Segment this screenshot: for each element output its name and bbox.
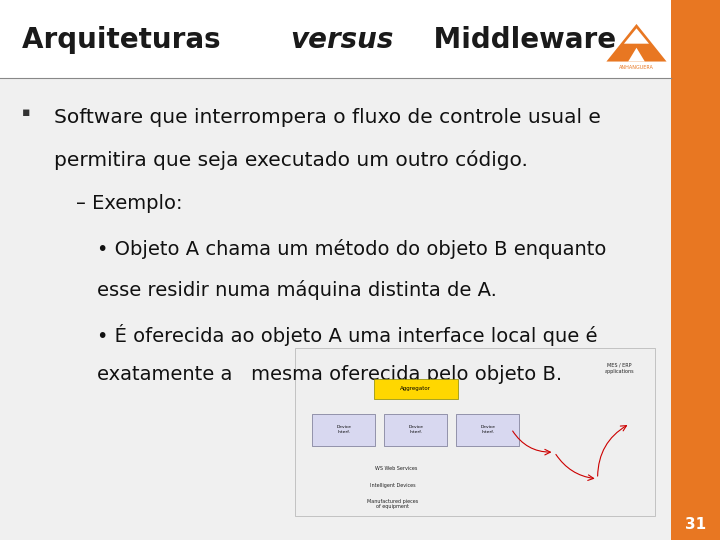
Text: – Exemplo:: – Exemplo: bbox=[76, 194, 182, 213]
Text: WS Web Services: WS Web Services bbox=[375, 467, 417, 471]
Text: ▪: ▪ bbox=[22, 106, 30, 119]
Text: exatamente a   mesma oferecida pelo objeto B.: exatamente a mesma oferecida pelo objeto… bbox=[97, 365, 562, 384]
Text: Device
Interf.: Device Interf. bbox=[336, 426, 351, 434]
Text: ANHANGUERA: ANHANGUERA bbox=[619, 65, 654, 70]
Text: Software que interrompera o fluxo de controle usual e: Software que interrompera o fluxo de con… bbox=[54, 108, 601, 127]
FancyBboxPatch shape bbox=[384, 414, 447, 446]
Text: Device
Interf.: Device Interf. bbox=[480, 426, 495, 434]
Text: Arquiteturas: Arquiteturas bbox=[22, 26, 230, 55]
Text: esse residir numa máquina distinta de A.: esse residir numa máquina distinta de A. bbox=[97, 280, 497, 300]
Polygon shape bbox=[628, 48, 645, 62]
FancyBboxPatch shape bbox=[374, 379, 458, 399]
Text: versus: versus bbox=[290, 26, 394, 55]
FancyBboxPatch shape bbox=[671, 0, 720, 540]
Polygon shape bbox=[606, 24, 667, 62]
FancyBboxPatch shape bbox=[312, 414, 375, 446]
Text: • Objeto A chama um método do objeto B enquanto: • Objeto A chama um método do objeto B e… bbox=[97, 239, 606, 259]
FancyBboxPatch shape bbox=[456, 414, 519, 446]
FancyBboxPatch shape bbox=[295, 348, 655, 516]
Text: Device
Interf.: Device Interf. bbox=[408, 426, 423, 434]
Text: Manufactured pieces
of equipment: Manufactured pieces of equipment bbox=[366, 498, 418, 509]
Text: MES / ERP
applications: MES / ERP applications bbox=[604, 363, 634, 374]
Text: 31: 31 bbox=[685, 517, 706, 532]
Text: Intelligent Devices: Intelligent Devices bbox=[369, 483, 415, 488]
FancyBboxPatch shape bbox=[0, 0, 671, 78]
Text: Middleware: Middleware bbox=[423, 26, 616, 55]
Text: • É oferecida ao objeto A uma interface local que é: • É oferecida ao objeto A uma interface … bbox=[97, 324, 598, 346]
Polygon shape bbox=[624, 28, 649, 44]
Text: Aggregator: Aggregator bbox=[400, 386, 431, 391]
Text: permitira que seja executado um outro código.: permitira que seja executado um outro có… bbox=[54, 150, 528, 170]
